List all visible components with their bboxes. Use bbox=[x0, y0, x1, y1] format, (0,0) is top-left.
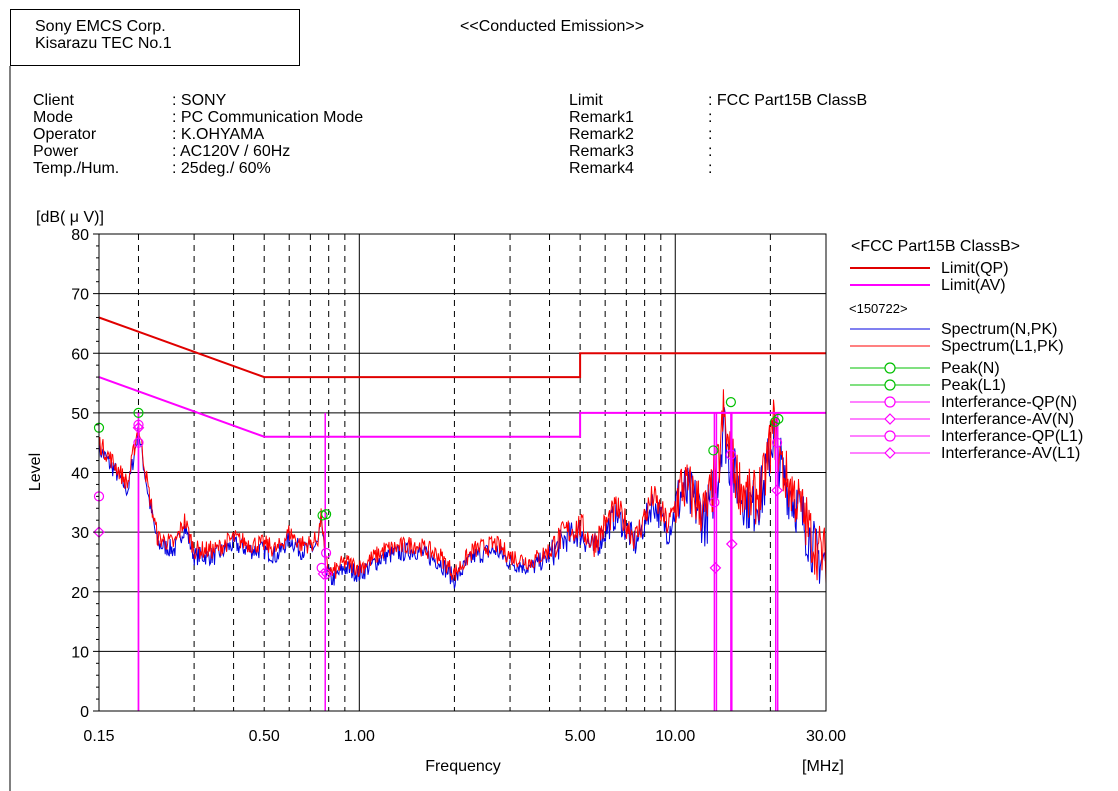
y-unit-label: [dB( μ V)] bbox=[36, 209, 104, 226]
legend-label: Interferance-QP(N) bbox=[941, 394, 1077, 411]
av-marker bbox=[771, 484, 783, 497]
legend-title-run: <150722> bbox=[849, 301, 908, 316]
x-tick-label: 0.50 bbox=[249, 728, 280, 745]
x-tick-labels: 0.15 0.50 1.00 5.00 10.00 30.00 bbox=[83, 728, 846, 745]
info-value: : bbox=[708, 143, 713, 160]
y-tick-label: 70 bbox=[71, 287, 89, 304]
y-axis-label: Level bbox=[27, 453, 44, 491]
peak-marker bbox=[725, 397, 736, 408]
qp-marker bbox=[133, 419, 144, 430]
info-label: Remark3 bbox=[569, 143, 634, 160]
info-value: : bbox=[708, 160, 713, 177]
av-marker bbox=[321, 568, 333, 580]
x-tick-label: 1.00 bbox=[344, 728, 375, 745]
legend-title-limits: <FCC Part15B ClassB> bbox=[851, 238, 1020, 255]
info-value: : bbox=[708, 126, 713, 143]
info-value: : SONY bbox=[172, 92, 227, 109]
spectrum-n-line bbox=[98, 407, 827, 589]
x-tick-label: 10.00 bbox=[655, 728, 695, 745]
qp-marker bbox=[316, 562, 327, 574]
legend-label: Spectrum(L1,PK) bbox=[941, 338, 1064, 355]
legend: <FCC Part15B ClassB> <150722> Limit(QP)Lim… bbox=[849, 238, 1083, 462]
qp-marker bbox=[320, 547, 332, 559]
legend-marker bbox=[884, 430, 896, 442]
qp-marker bbox=[709, 497, 720, 508]
av-marker bbox=[725, 538, 738, 550]
spectrum-traces bbox=[98, 389, 827, 589]
x-axis-label: Frequency bbox=[425, 758, 501, 775]
peak-marker bbox=[708, 445, 719, 456]
peak-marker bbox=[769, 416, 781, 427]
limit-av-line bbox=[98, 376, 826, 438]
company-header-box: Sony EMCS Corp. Kisarazu TEC No.1 bbox=[10, 9, 300, 66]
limit-lines bbox=[98, 316, 826, 438]
legend-label: Interferance-QP(L1) bbox=[941, 428, 1083, 445]
info-label: Client bbox=[33, 92, 74, 109]
info-label: Operator bbox=[33, 126, 97, 143]
info-label: Remark4 bbox=[569, 160, 634, 177]
legend-label: Peak(N) bbox=[941, 360, 1000, 377]
info-label: Remark2 bbox=[569, 126, 634, 143]
av-marker bbox=[709, 562, 722, 574]
legend-label: Peak(L1) bbox=[941, 377, 1006, 394]
info-value: : FCC Part15B ClassB bbox=[708, 92, 868, 109]
qp-marker bbox=[133, 437, 144, 448]
x-tick-label: 30.00 bbox=[806, 728, 846, 745]
peak-marker bbox=[133, 407, 144, 418]
legend-marker bbox=[884, 379, 896, 391]
info-value: : K.OHYAMA bbox=[172, 126, 265, 143]
legend-label: Interferance-AV(N) bbox=[941, 411, 1074, 428]
peak-marker bbox=[320, 509, 332, 520]
y-tick-label: 20 bbox=[71, 585, 89, 602]
info-value: : bbox=[708, 109, 713, 126]
y-tick-label: 0 bbox=[80, 704, 89, 721]
info-label: Power bbox=[33, 143, 79, 160]
info-label: Remark1 bbox=[569, 109, 634, 126]
info-label: Mode bbox=[33, 109, 74, 126]
x-tick-label: 5.00 bbox=[565, 728, 596, 745]
info-value: : 25deg./ 60% bbox=[172, 160, 271, 177]
x-unit-label: [MHz] bbox=[802, 758, 844, 775]
av-marker bbox=[317, 568, 330, 580]
info-label: Temp./Hum. bbox=[33, 160, 120, 177]
legend-marker bbox=[884, 362, 896, 374]
qp-marker bbox=[771, 437, 783, 448]
qp-marker bbox=[725, 449, 736, 460]
y-tick-label: 30 bbox=[71, 525, 89, 542]
marker-group bbox=[93, 397, 784, 711]
legend-marker bbox=[884, 396, 896, 408]
legend-marker bbox=[884, 413, 896, 425]
y-tick-label: 60 bbox=[71, 346, 89, 363]
legend-marker bbox=[884, 447, 896, 459]
spectrum-l1-line bbox=[98, 389, 827, 584]
y-tick-labels: 0 10 20 30 40 50 60 70 80 bbox=[71, 227, 99, 721]
y-tick-label: 40 bbox=[71, 466, 89, 483]
x-tick-label: 0.15 bbox=[83, 728, 114, 745]
peak-marker bbox=[773, 413, 784, 424]
y-tick-label: 50 bbox=[71, 406, 89, 423]
legend-label: Limit(QP) bbox=[941, 260, 1009, 277]
legend-label: Interferance-AV(L1) bbox=[941, 445, 1080, 462]
y-tick-label: 10 bbox=[71, 644, 89, 661]
info-label: Limit bbox=[569, 92, 603, 109]
company-site: Kisarazu TEC No.1 bbox=[35, 35, 172, 52]
y-tick-label: 80 bbox=[71, 227, 89, 244]
av-marker bbox=[132, 421, 145, 434]
info-value: : AC120V / 60Hz bbox=[172, 143, 291, 160]
legend-label: Limit(AV) bbox=[941, 277, 1006, 294]
report-title: <<Conducted Emission>> bbox=[460, 18, 645, 35]
legend-label: Spectrum(N,PK) bbox=[941, 321, 1057, 338]
company-name: Sony EMCS Corp. bbox=[35, 18, 166, 35]
limit-qp-line bbox=[98, 316, 826, 379]
info-value: : PC Communication Mode bbox=[172, 109, 364, 126]
